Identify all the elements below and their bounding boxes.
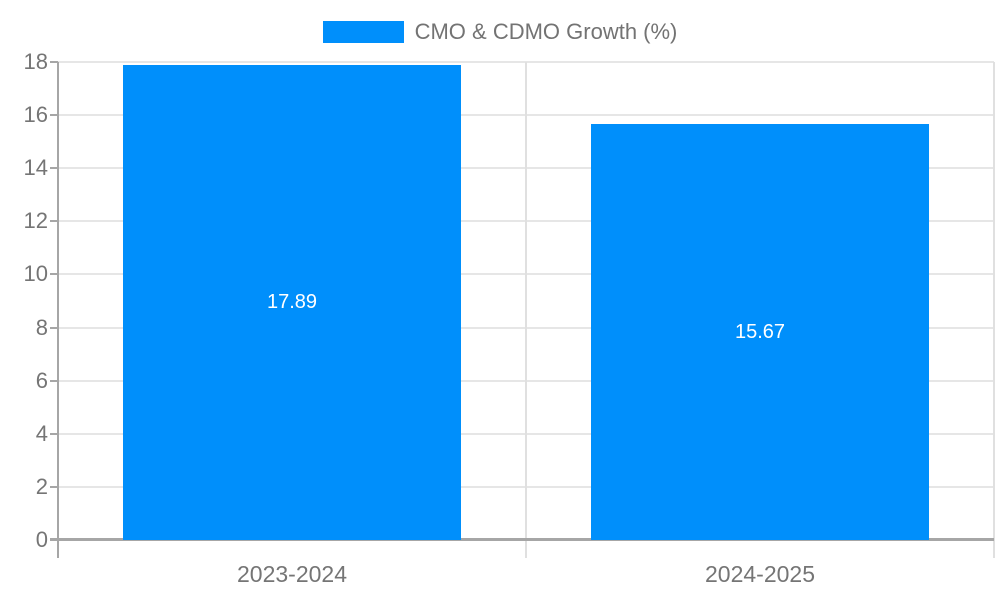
y-axis-line [57,62,59,558]
x-axis-line [50,538,994,541]
category-separator-line [993,62,995,558]
legend-swatch[interactable] [322,21,404,43]
y-tick-label: 16 [23,102,48,127]
category-separator-line [525,62,527,558]
bar-2024-2025[interactable] [591,124,929,540]
y-axis-tick [50,61,58,63]
y-tick-label: 0 [35,527,48,552]
y-tick-label: 10 [23,261,48,286]
y-axis-tick [50,486,58,488]
y-tick-label: 4 [35,421,48,446]
chart-legend[interactable]: CMO & CDMO Growth (%) [0,21,1000,43]
y-axis-tick [50,433,58,435]
x-tick-label-2023-2024: 2023-2024 [237,561,347,587]
y-tick-label: 18 [23,49,48,74]
y-tick-label: 2 [35,474,48,499]
y-tick-label: 8 [35,315,48,340]
y-axis-tick [50,380,58,382]
y-axis-tick [50,167,58,169]
y-tick-label: 12 [23,208,48,233]
y-axis-tick [50,114,58,116]
bar-value-label: 15.67 [734,321,786,343]
y-axis-tick [50,327,58,329]
x-tick-label-2024-2025: 2024-2025 [705,561,815,587]
y-tick-label: 6 [35,368,48,393]
legend-label[interactable]: CMO & CDMO Growth (%) [414,19,678,44]
y-tick-label: 14 [23,155,48,180]
y-axis-tick [50,220,58,222]
y-axis-tick [50,273,58,275]
bar-value-label: 17.89 [266,291,318,313]
bar-2023-2024[interactable] [123,65,461,540]
